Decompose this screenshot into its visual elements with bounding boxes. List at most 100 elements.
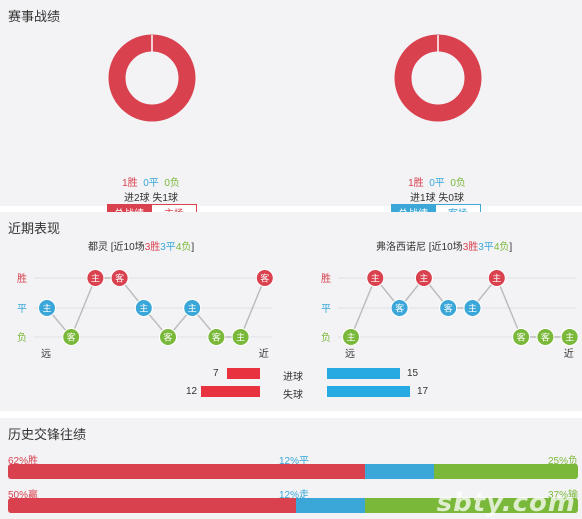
- goals-label: 进球: [283, 372, 303, 383]
- form-venue-label: 客: [212, 332, 221, 343]
- form-result-point: 客: [159, 328, 177, 346]
- home-conceded-bar: [201, 386, 260, 397]
- away-draws: 0平: [429, 178, 445, 189]
- form-result-point: 主: [134, 299, 153, 317]
- form-summary-suffix: ]: [509, 242, 513, 253]
- form-near-label: 近: [259, 347, 269, 360]
- match-record-section: 赛事战绩 1胜 0平 0负 进2球 失1球 总战绩 主场 1胜 0平 0负 进1…: [0, 0, 582, 225]
- away-conceded-value: 17: [417, 386, 429, 397]
- form-summary-suffix: ]: [191, 242, 195, 253]
- form-venue-label: 客: [517, 332, 526, 343]
- home-wdl: 1胜 0平 0负: [51, 174, 251, 189]
- h2h-loss-segment: [434, 464, 578, 479]
- home-form-chart: 胜平负主客主 客主客主客 主客远近: [17, 269, 274, 360]
- form-axis-label-l: 负: [17, 331, 27, 344]
- form-venue-label: 客: [115, 273, 124, 284]
- form-result-point: 主: [86, 269, 105, 287]
- h2h-loss-label: 25%负: [547, 456, 578, 467]
- form-venue-label: 客: [163, 332, 172, 343]
- form-result-point: 客: [207, 328, 226, 346]
- watermark-logo: sbty.com: [436, 488, 576, 518]
- h2h-handicap-loss-label: 37%输: [547, 490, 578, 501]
- form-venue-label: 主: [492, 273, 501, 284]
- form-result-point: 主: [231, 328, 250, 346]
- section-title: 历史交锋往绩: [8, 427, 87, 442]
- form-venue-label: 主: [236, 332, 245, 343]
- form-result-point: 客: [439, 299, 458, 317]
- home-donut-chart: [108, 34, 196, 122]
- form-venue-label: 主: [468, 303, 477, 314]
- form-result-point: 客: [62, 328, 81, 346]
- form-venue-label: 主: [346, 332, 355, 343]
- form-venue-label: 主: [371, 273, 380, 284]
- form-venue-label: 客: [260, 273, 269, 284]
- form-venue-label: 主: [419, 273, 428, 284]
- home-goals: 进2球 失1球: [124, 193, 178, 204]
- form-result-point: 主: [366, 269, 385, 287]
- form-result-point: 客: [390, 299, 409, 317]
- form-wins: 3胜: [144, 242, 161, 253]
- form-result-point: 主: [38, 299, 56, 317]
- away-win-ring: [394, 34, 482, 122]
- head-to-head-section: 历史交锋往绩 62%胜 12%平 25%负 50%赢 12%走 37%输: [0, 418, 582, 519]
- form-venue-label: 客: [395, 303, 404, 314]
- form-result-point: 主: [463, 299, 482, 317]
- form-venue-label: 主: [139, 303, 148, 314]
- form-venue-label: 客: [444, 303, 453, 314]
- away-form-header: 弗洛西诺尼 [近10场3胜3平4负]: [376, 238, 512, 253]
- form-venue-label: 主: [42, 303, 51, 314]
- form-summary-prefix: [近10场: [428, 242, 463, 253]
- form-axis-label-w: 胜: [321, 273, 331, 285]
- form-far-label: 远: [345, 348, 355, 360]
- away-form-chart: 胜平负 主主客主客 主主客客主远近: [321, 269, 579, 360]
- form-draws: 3平: [478, 242, 494, 253]
- form-far-label: 远: [41, 348, 51, 360]
- home-draws: 0平: [143, 178, 159, 189]
- form-result-point: 主: [342, 328, 360, 346]
- home-record: 1胜 0平 0负 进2球 失1球 总战绩 主场: [51, 34, 251, 225]
- h2h-draw-segment: [364, 464, 435, 479]
- section-title: 赛事战绩: [8, 9, 61, 24]
- home-goals-bar: [227, 368, 260, 379]
- h2h-handicap-push-label: 12%走: [279, 490, 310, 501]
- form-axis-label-d: 平: [17, 304, 27, 315]
- form-result-point: 客: [255, 269, 274, 287]
- away-conceded-bar: [327, 386, 410, 397]
- home-form-header: 都灵 [近10场3胜3平4负]: [88, 238, 194, 253]
- form-wins: 3胜: [462, 242, 479, 253]
- away-wdl: 1胜 0平 0负: [337, 174, 537, 189]
- h2h-handicap-push-segment: [295, 498, 365, 513]
- form-losses: 4负: [493, 242, 510, 253]
- h2h-win-segment: [8, 464, 365, 479]
- form-result-point: 客: [536, 328, 555, 346]
- away-goals-value: 15: [407, 368, 419, 379]
- away-record: 1胜 0平 0负 进1球 失0球 总战绩 客场: [337, 34, 537, 225]
- form-axis-label-w: 胜: [17, 273, 27, 285]
- home-losses: 0负: [164, 178, 180, 189]
- h2h-handicap-bar: [8, 498, 578, 513]
- h2h-result-bar: [8, 464, 578, 479]
- away-goals-bar: [327, 368, 400, 379]
- away-wins: 1胜: [408, 178, 424, 189]
- h2h-handicap-win-segment: [8, 498, 296, 513]
- form-venue-label: 主: [91, 273, 100, 284]
- form-trend-line: [46, 277, 266, 339]
- conceded-label: 失球: [283, 390, 303, 401]
- h2h-handicap-win-label: 50%赢: [8, 490, 39, 501]
- home-conceded-value: 12: [186, 386, 198, 397]
- form-axis-label-l: 负: [321, 331, 331, 344]
- away-donut-chart: [394, 34, 482, 122]
- form-summary-prefix: [近10场: [110, 242, 145, 253]
- h2h-win-label: 62%胜: [8, 456, 39, 467]
- form-losses: 4负: [175, 242, 192, 253]
- away-team-name: 弗洛西诺尼: [376, 242, 426, 253]
- form-result-point: 主: [560, 328, 579, 346]
- home-goals-value: 7: [213, 368, 219, 379]
- away-losses: 0负: [450, 178, 466, 189]
- form-venue-label: 主: [188, 303, 197, 314]
- home-wins: 1胜: [122, 178, 138, 189]
- home-win-ring: [108, 34, 196, 122]
- form-trend-line: [350, 276, 570, 338]
- form-result-point: 主: [487, 269, 506, 287]
- form-result-point: 主: [183, 299, 202, 317]
